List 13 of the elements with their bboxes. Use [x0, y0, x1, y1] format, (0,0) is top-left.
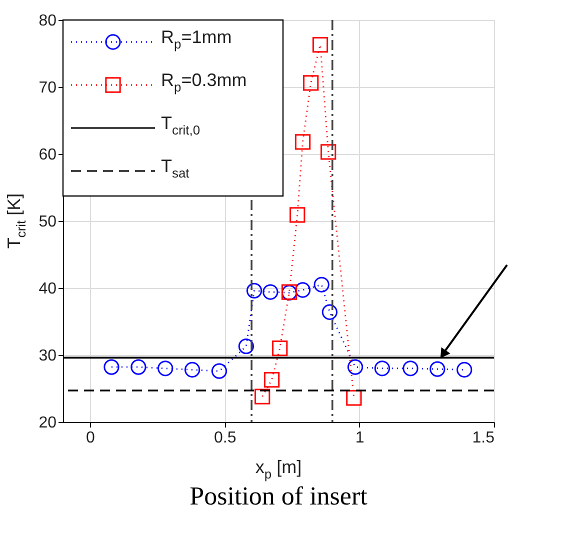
y-tick-label: 40: [38, 280, 57, 298]
y-tick-label: 20: [38, 414, 57, 432]
y-tick-label: 80: [38, 12, 57, 30]
y-tick-label: 70: [38, 80, 57, 96]
x-tick-label: 0: [86, 430, 95, 446]
x-tick-label: 0.5: [214, 430, 236, 446]
y-tick-label: 50: [38, 214, 57, 230]
text: Position of insert: [190, 481, 368, 510]
x-tick-label: 1.5: [472, 430, 495, 446]
x-tick-label: 1: [355, 430, 364, 446]
y-axis-title: Tcrit [K]: [4, 193, 28, 249]
y-tick-label: 30: [38, 348, 57, 364]
y-tick-label: 60: [38, 146, 57, 164]
